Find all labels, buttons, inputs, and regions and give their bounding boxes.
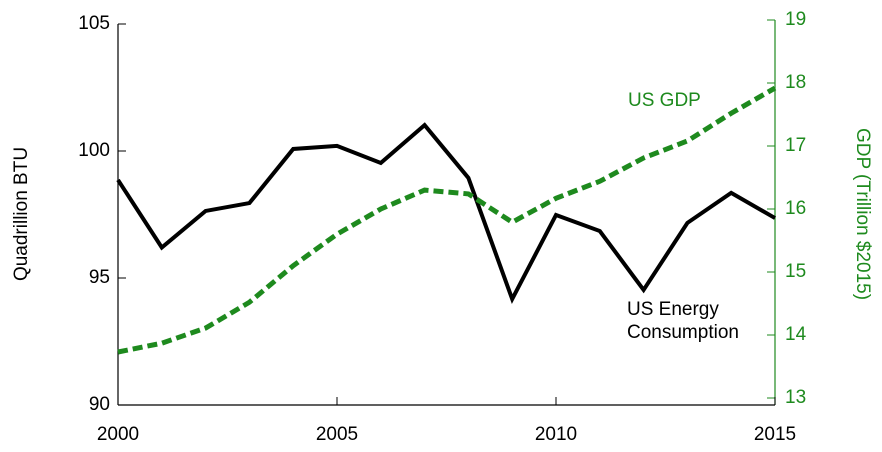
x-tick-label: 2005 xyxy=(316,424,358,445)
data-line xyxy=(117,85,777,355)
y2-tick-label: 16 xyxy=(785,198,806,219)
series-label: US Energy xyxy=(627,299,719,320)
y2-axis-label: GDP (Trillion $2015) xyxy=(852,128,873,300)
y2-tick-label: 13 xyxy=(785,387,806,408)
y-axis-label: Quadrillion BTU xyxy=(11,147,32,281)
x-tick-label: 2010 xyxy=(535,424,577,445)
data-line xyxy=(116,122,776,305)
y2-tick-label: 18 xyxy=(785,72,806,93)
y-tick-label: 105 xyxy=(78,13,110,34)
series-label: Consumption xyxy=(627,322,739,343)
y-tick-label: 95 xyxy=(89,267,110,288)
y2-tick-label: 19 xyxy=(785,9,806,30)
y2-tick-label: 14 xyxy=(785,324,807,345)
y2-tick-label: 17 xyxy=(785,135,806,156)
y-tick-label: 90 xyxy=(89,394,110,415)
x-tick-label: 2000 xyxy=(97,424,139,445)
series-label: US GDP xyxy=(628,90,701,111)
y2-tick-label: 15 xyxy=(785,261,806,282)
y-tick-label: 100 xyxy=(78,140,110,161)
x-tick-label: 2015 xyxy=(754,424,796,445)
